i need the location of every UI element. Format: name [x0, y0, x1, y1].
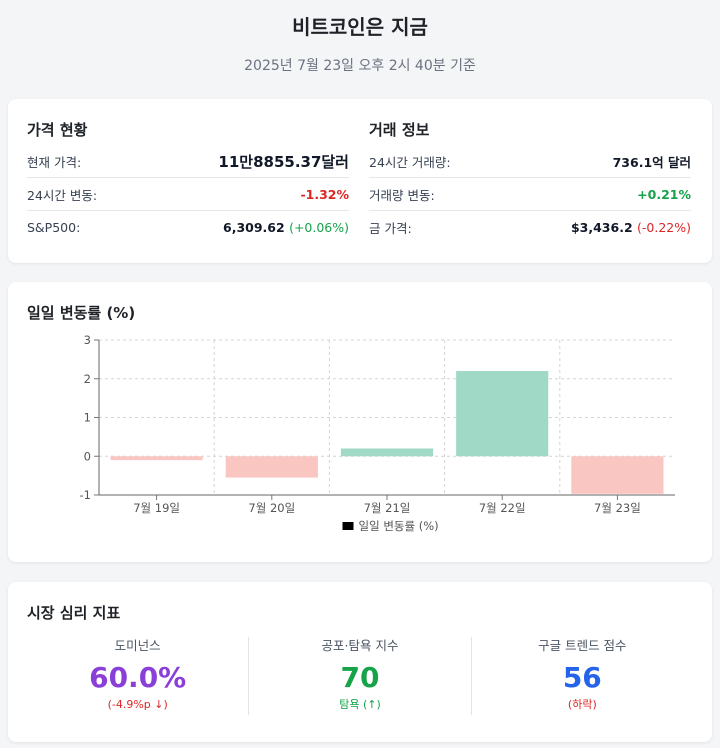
y-tick-label: 0 [84, 449, 91, 463]
bar-7월 19일 [110, 456, 203, 461]
sp500-value: 6,309.62 [223, 219, 285, 235]
y-tick-label: 3 [84, 333, 91, 347]
bar-7월 23일 [571, 456, 664, 494]
volume-label: 24시간 거래량: [369, 154, 451, 170]
fear-greed-note: 탐욕 (↑) [339, 698, 381, 711]
volume-value: 736.1억 달러 [612, 154, 691, 170]
dominance-label: 도미넌스 [114, 638, 161, 653]
sentiment-card: 시장 심리 지표 도미넌스 60.0% (-4.9%p ↓) 공포·탐욕 지수 … [8, 582, 712, 742]
page-subtitle: 2025년 7월 23일 오후 2시 40분 기준 [244, 58, 476, 74]
volume-change-value: +0.21% [637, 186, 691, 202]
google-trend-value: 56 [562, 661, 602, 694]
change-24h-row: 24시간 변동: -1.32% [27, 178, 349, 211]
legend-swatch [342, 522, 354, 530]
y-tick-label: 1 [84, 411, 91, 425]
dominance-value: 60.0% [89, 661, 187, 694]
change-24h-value: -1.32% [300, 186, 349, 202]
legend-label: 일일 변동률 (%) [359, 519, 439, 533]
price-status-panel: 가격 현황 현재 가격: 11만8855.37달러 24시간 변동: -1.32… [27, 119, 349, 243]
volume-change-label: 거래량 변동: [369, 187, 435, 203]
change-24h-label: 24시간 변동: [27, 187, 98, 203]
current-price-row: 현재 가격: 11만8855.37달러 [27, 145, 349, 178]
gold-price-label: 금 가격: [369, 220, 412, 236]
sp500-row: S&P500: 6,309.62 (+0.06%) [27, 211, 349, 243]
google-trend-label: 구글 트렌드 점수 [538, 638, 627, 653]
fear-greed-value: 70 [340, 661, 380, 694]
fear-greed-label: 공포·탐욕 지수 [321, 638, 399, 653]
gold-price-change: (-0.22%) [637, 219, 691, 235]
bar-7월 22일 [456, 371, 549, 457]
current-price-label: 현재 가격: [27, 154, 82, 170]
trade-info-title: 거래 정보 [369, 121, 430, 139]
sp500-change: (+0.06%) [289, 219, 349, 235]
x-tick-label: 7월 20일 [248, 501, 295, 515]
y-tick-label: -1 [80, 488, 91, 502]
trade-info-panel: 거래 정보 24시간 거래량: 736.1억 달러 거래량 변동: +0.21%… [369, 119, 691, 243]
sentiment-title: 시장 심리 지표 [27, 604, 121, 622]
bar-7월 21일 [340, 448, 434, 457]
volume-row: 24시간 거래량: 736.1억 달러 [369, 145, 691, 178]
x-tick-label: 7월 21일 [364, 501, 411, 515]
fear-greed-indicator: 공포·탐욕 지수 70 탐욕 (↑) [249, 637, 472, 715]
google-trend-indicator: 구글 트렌드 점수 56 (하락) [472, 637, 693, 715]
price-status-title: 가격 현황 [27, 121, 88, 139]
dominance-indicator: 도미넌스 60.0% (-4.9%p ↓) [27, 637, 250, 715]
y-tick-label: 2 [84, 372, 91, 386]
page-title: 비트코인은 지금 [292, 15, 428, 39]
x-tick-label: 7월 23일 [594, 501, 641, 515]
bar-7월 20일 [225, 456, 318, 478]
gold-price-value: $3,436.2 [570, 219, 633, 235]
gold-price-row: 금 가격: $3,436.2 (-0.22%) [369, 211, 691, 243]
sp500-label: S&P500: [27, 219, 81, 235]
chart-title: 일일 변동률 (%) [27, 304, 136, 322]
dominance-note: (-4.9%p ↓) [107, 698, 168, 711]
volume-change-row: 거래량 변동: +0.21% [369, 178, 691, 211]
x-tick-label: 7월 19일 [133, 501, 180, 515]
google-trend-note: (하락) [567, 698, 597, 711]
sentiment-indicators: 도미넌스 60.0% (-4.9%p ↓) 공포·탐욕 지수 70 탐욕 (↑)… [27, 637, 693, 715]
daily-change-chart-card: 일일 변동률 (%) -1 0 1 2 3 7월 19일 7월 20일 7월 21일 7월 22… [8, 282, 712, 562]
current-price-value: 11만8855.37달러 [218, 152, 349, 171]
info-card: 가격 현황 현재 가격: 11만8855.37달러 24시간 변동: -1.32… [8, 99, 712, 263]
x-tick-label: 7월 22일 [479, 501, 526, 515]
